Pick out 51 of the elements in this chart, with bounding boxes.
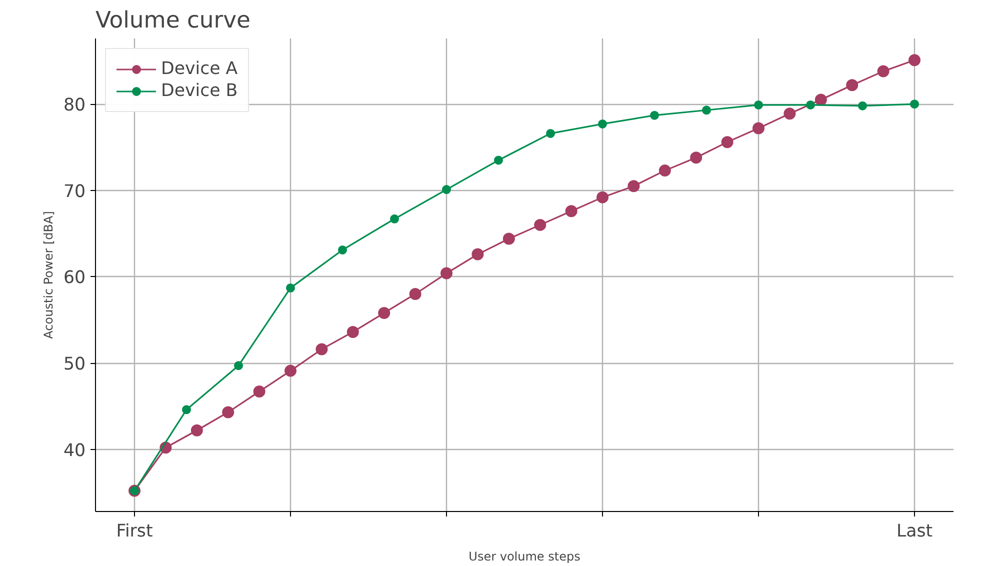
point bbox=[316, 343, 328, 356]
chart-title: Volume curve bbox=[96, 8, 250, 34]
point bbox=[754, 100, 763, 110]
point bbox=[650, 110, 659, 120]
legend-label: Device B bbox=[161, 81, 238, 101]
point bbox=[234, 361, 243, 370]
y-tick-label: 60 bbox=[63, 268, 86, 288]
point bbox=[908, 54, 920, 66]
point bbox=[846, 79, 858, 92]
y-axis-title: Acoustic Power [dBA] bbox=[41, 211, 56, 339]
point bbox=[338, 245, 347, 254]
point bbox=[378, 306, 390, 319]
point bbox=[721, 136, 734, 148]
x-tick-label: First bbox=[116, 522, 153, 542]
point bbox=[409, 288, 422, 300]
point bbox=[253, 386, 266, 398]
point bbox=[752, 122, 764, 134]
point bbox=[182, 405, 191, 414]
point bbox=[565, 205, 578, 218]
point bbox=[390, 214, 399, 224]
point bbox=[628, 180, 640, 192]
x-axis-title: User volume steps bbox=[468, 550, 580, 564]
point bbox=[806, 100, 815, 110]
point bbox=[346, 326, 359, 338]
point bbox=[858, 101, 867, 110]
x-tick-label: Last bbox=[896, 522, 933, 542]
point bbox=[702, 106, 711, 115]
point bbox=[658, 164, 671, 177]
point bbox=[690, 152, 702, 164]
point bbox=[784, 108, 796, 120]
point bbox=[440, 267, 452, 280]
point bbox=[442, 185, 451, 194]
y-tick-label: 40 bbox=[63, 440, 86, 461]
point bbox=[596, 191, 608, 204]
point bbox=[472, 248, 484, 260]
y-tick-label: 50 bbox=[63, 354, 86, 375]
point bbox=[494, 156, 503, 165]
point bbox=[877, 65, 890, 78]
point bbox=[502, 232, 515, 245]
point bbox=[910, 100, 919, 109]
legend-label: Device A bbox=[161, 59, 238, 79]
point bbox=[286, 283, 295, 292]
y-tick-label: 80 bbox=[63, 96, 86, 116]
point bbox=[190, 424, 203, 436]
point bbox=[534, 218, 546, 231]
point bbox=[598, 119, 607, 128]
point bbox=[546, 128, 555, 138]
point bbox=[284, 364, 296, 377]
point bbox=[222, 406, 234, 418]
point bbox=[814, 94, 827, 106]
y-tick-label: 70 bbox=[63, 182, 86, 202]
